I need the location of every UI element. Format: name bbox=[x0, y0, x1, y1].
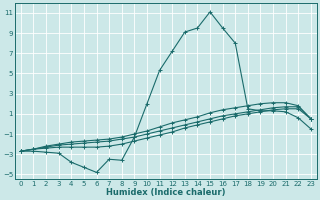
X-axis label: Humidex (Indice chaleur): Humidex (Indice chaleur) bbox=[106, 188, 226, 197]
